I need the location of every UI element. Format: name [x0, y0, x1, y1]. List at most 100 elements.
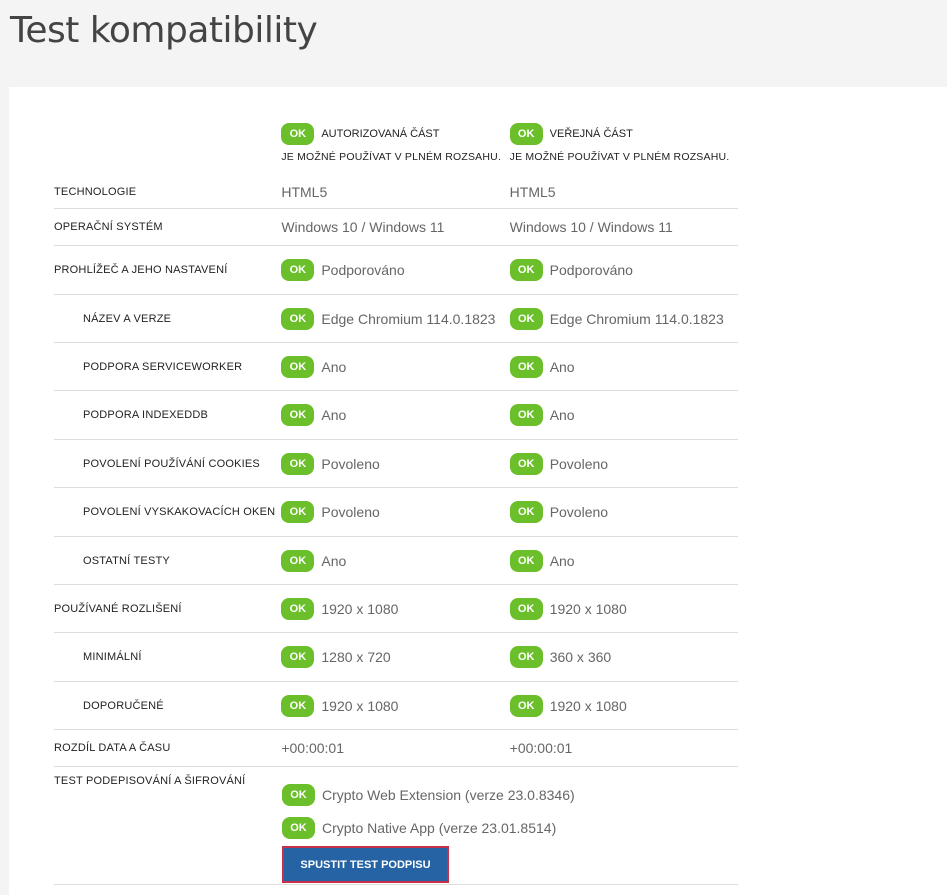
row-value-cell: OK 1280 x 720	[281, 646, 509, 668]
ok-badge: OK	[281, 259, 315, 281]
row-value-cell: +00:00:01	[510, 740, 738, 756]
table-row: Používané rozlišení OK 1920 x 1080 OK 1920 x…	[54, 585, 738, 633]
column-authorized: OK AUTORIZOVANÁ ČÁST JE MOŽNÉ POUŽÍVAT V …	[281, 115, 509, 163]
row-value: +00:00:01	[281, 740, 344, 756]
run-signing-test-button[interactable]: SPUSTIT TEST PODPISU	[282, 846, 449, 883]
table-row: Doporučené OK 1920 x 1080 OK 1920 x 1080	[54, 682, 738, 730]
table-row: Minimální OK 1280 x 720 OK 360 x 360	[54, 633, 738, 682]
ok-badge: OK	[281, 123, 315, 145]
row-value: Povoleno	[321, 504, 380, 520]
row-label: Doporučené	[83, 699, 164, 712]
table-row: Podpora IndexedDB OK Ano OK Ano	[54, 391, 738, 440]
row-value-cell: OK Podporováno	[509, 259, 738, 281]
ok-badge: OK	[282, 816, 315, 839]
row-value: Edge Chromium 114.0.1823	[549, 310, 724, 327]
signing-item-label: Crypto Native App (verze 23.01.8514)	[322, 819, 557, 836]
row-value: 1920 x 1080	[549, 697, 627, 714]
signing-item: OK Crypto Native App (verze 23.01.8514)	[282, 811, 682, 844]
column-title: VEŘEJNÁ ČÁST	[549, 128, 633, 140]
ok-badge: OK	[509, 404, 543, 426]
table-row: Název a verze OK Edge Chromium 114.0.1823 O…	[54, 295, 738, 343]
row-value: +00:00:01	[509, 740, 573, 756]
row-value-cell: OK Edge Chromium 114.0.1823	[281, 307, 509, 330]
table-row: Operační systém Windows 10 / Windows 11 Wi…	[54, 209, 738, 246]
row-value: 1920 x 1080	[321, 600, 399, 617]
row-value: Povoleno	[549, 504, 609, 520]
row-value-cell: OK 360 x 360	[509, 646, 738, 668]
ok-badge: OK	[281, 501, 315, 523]
table-row: Prohlížeč a jeho nastavení OK Podporováno O…	[54, 246, 738, 295]
column-status: JE MOŽNÉ POUŽÍVAT V PLNÉM ROZSAHU.	[509, 151, 730, 163]
row-value-cell: OK 1920 x 1080	[509, 694, 738, 717]
column-title: AUTORIZOVANÁ ČÁST	[321, 128, 440, 140]
row-value: 1920 x 1080	[549, 600, 627, 617]
ok-badge: OK	[282, 783, 315, 806]
header-row: OK AUTORIZOVANÁ ČÁST JE MOŽNÉ POUŽÍVAT V …	[54, 115, 738, 175]
table-row: Povolení vyskakovacích oken OK Povoleno OK P…	[54, 488, 738, 537]
ok-badge: OK	[509, 452, 543, 475]
row-value-cell: OK Povoleno	[509, 501, 738, 523]
row-value-cell: +00:00:01	[281, 740, 509, 756]
row-value: Ano	[321, 552, 347, 569]
ok-badge: OK	[509, 259, 543, 281]
content-panel	[9, 87, 947, 895]
row-value: Povoleno	[321, 455, 380, 472]
row-value-cell: OK Edge Chromium 114.0.1823	[509, 307, 738, 330]
row-value: Windows 10 / Windows 11	[509, 219, 673, 235]
row-value-cell: Windows 10 / Windows 11	[281, 219, 509, 235]
ok-badge: OK	[281, 646, 315, 668]
row-value-cell: OK Ano	[509, 355, 738, 378]
row-label: Minimální	[83, 651, 142, 663]
row-value: Ano	[321, 407, 347, 423]
page-title: Test kompatibility	[10, 10, 318, 51]
row-value-cell: HTML5	[510, 184, 738, 200]
row-label: Test podepisování a šifrování	[54, 775, 246, 787]
ok-badge: OK	[509, 549, 543, 572]
column-public: OK VEŘEJNÁ ČÁST JE MOŽNÉ POUŽÍVAT V PLNÉM…	[509, 115, 738, 163]
row-value-cell: OK Ano	[509, 404, 738, 426]
row-value-cell: HTML5	[281, 184, 509, 200]
row-value: Podporováno	[321, 262, 405, 278]
row-value-cell: OK Ano	[509, 549, 738, 572]
row-value: Ano	[549, 358, 575, 375]
row-value-cell: OK Podporováno	[281, 259, 509, 281]
table-row: Podpora ServiceWorker OK Ano OK Ano	[54, 343, 738, 391]
row-label: Rozdíl data a času	[54, 742, 171, 754]
row-value: HTML5	[509, 183, 556, 200]
row-value-cell: OK 1920 x 1080	[281, 597, 509, 620]
ok-badge: OK	[281, 597, 315, 620]
row-value: 360 x 360	[549, 649, 612, 665]
row-value: 1280 x 720	[321, 649, 391, 665]
row-label: Technologie	[54, 185, 137, 198]
row-value-cell: OK Povoleno	[509, 452, 738, 475]
ok-badge: OK	[281, 355, 315, 378]
ok-badge: OK	[281, 549, 315, 572]
row-value-cell: OK 1920 x 1080	[281, 694, 509, 717]
ok-badge: OK	[509, 501, 543, 523]
ok-badge: OK	[509, 597, 543, 620]
row-value: Ano	[321, 358, 347, 375]
row-value: Ano	[549, 407, 575, 423]
compatibility-table: OK AUTORIZOVANÁ ČÁST JE MOŽNÉ POUŽÍVAT V …	[54, 115, 738, 885]
signing-item: OK Crypto Web Extension (verze 23.0.8346)	[282, 778, 682, 811]
row-value: Windows 10 / Windows 11	[281, 219, 445, 235]
row-label: Podpora IndexedDB	[83, 409, 209, 421]
row-value: 1920 x 1080	[321, 697, 399, 714]
row-label: Ostatní testy	[83, 554, 170, 567]
table-row: Ostatní testy OK Ano OK Ano	[54, 537, 738, 585]
row-value-cell: OK Ano	[281, 404, 509, 426]
row-label: Název a verze	[83, 312, 172, 325]
row-value: Podporováno	[549, 262, 633, 278]
row-value: Ano	[549, 552, 575, 569]
row-value: Edge Chromium 114.0.1823	[321, 310, 496, 327]
ok-badge: OK	[281, 452, 315, 475]
row-label: Podpora ServiceWorker	[83, 360, 243, 373]
ok-badge: OK	[509, 123, 543, 145]
row-label: Operační systém	[54, 221, 163, 233]
signing-item-label: Crypto Web Extension (verze 23.0.8346)	[322, 786, 575, 803]
row-value: Povoleno	[549, 455, 609, 472]
table-row: Technologie HTML5 HTML5	[54, 175, 738, 209]
table-row: Rozdíl data a času +00:00:01 +00:00:01	[54, 730, 738, 767]
row-value-cell: OK Ano	[281, 355, 509, 378]
ok-badge: OK	[281, 307, 315, 330]
